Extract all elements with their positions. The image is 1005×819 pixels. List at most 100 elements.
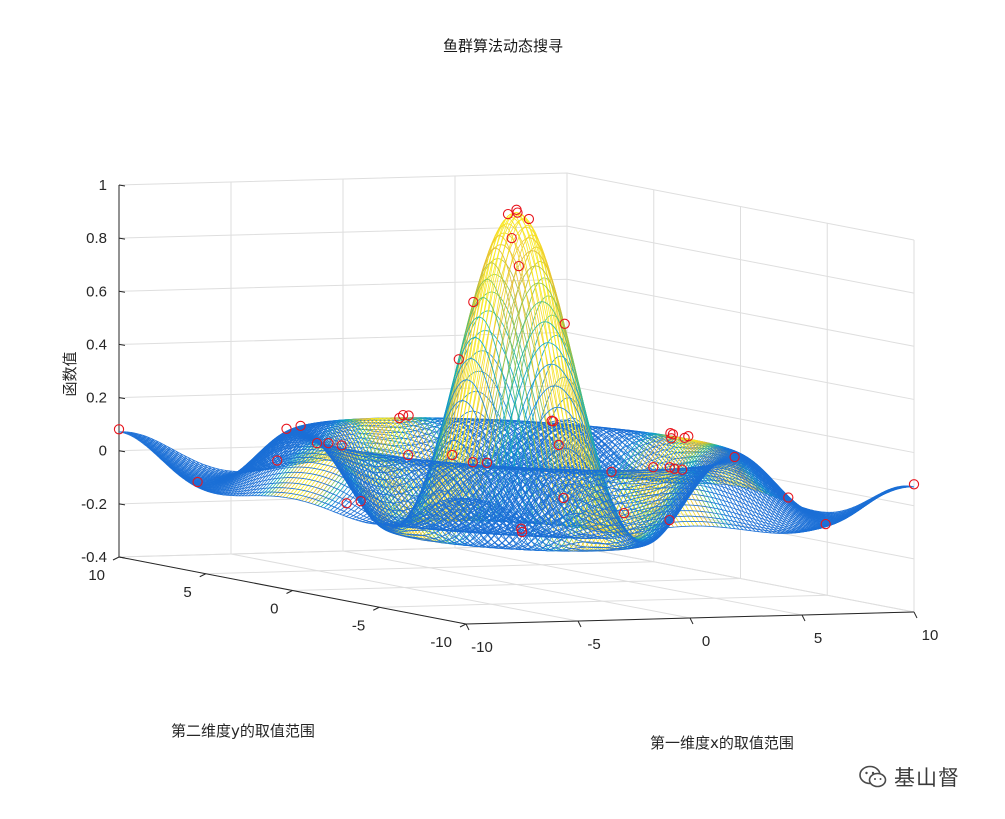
x-tick-mark xyxy=(913,611,918,619)
fish-marker xyxy=(397,409,409,421)
y-tick-label: 10 xyxy=(88,567,105,584)
z-axis-label: 函数值 xyxy=(61,351,79,396)
mesh-line-x xyxy=(302,337,650,552)
fish-marker xyxy=(403,410,414,421)
mesh-line-y xyxy=(434,474,883,535)
fish-marker xyxy=(311,437,323,449)
wall-grid-line xyxy=(118,331,915,400)
z-tick-label: 0 xyxy=(99,443,107,460)
z-tick-label: 0.8 xyxy=(86,230,107,247)
fish-marker xyxy=(679,432,690,444)
wechat-icon xyxy=(859,765,887,788)
mesh-line-y xyxy=(459,485,908,539)
mesh-line-y xyxy=(431,471,880,535)
z-tick-label: 1 xyxy=(99,177,107,194)
mesh-line-y xyxy=(330,385,779,546)
fish-marker xyxy=(729,451,740,463)
fish-marker xyxy=(355,496,366,507)
fish-marker xyxy=(664,514,675,526)
x-tick-label: 5 xyxy=(814,630,822,647)
mesh-line-y xyxy=(408,463,858,531)
fish-marker xyxy=(281,423,292,434)
x-axis-label: 第一维度x的取值范围 xyxy=(650,734,794,752)
watermark-text: 基山督 xyxy=(894,766,960,790)
z-tick-label: 0.2 xyxy=(86,390,107,407)
fish-marker xyxy=(820,518,831,530)
fish-marker xyxy=(113,424,125,435)
mesh-line-y xyxy=(383,457,833,540)
x-tick-label: -10 xyxy=(471,639,493,656)
y-tick-label: 5 xyxy=(183,584,191,601)
z-tick-mark xyxy=(118,397,126,400)
mesh-line-y xyxy=(390,459,839,528)
mesh-line-y xyxy=(396,460,845,529)
fish-marker xyxy=(506,232,517,244)
mesh-line-x xyxy=(269,422,617,549)
x-tick-mark xyxy=(577,620,582,628)
mesh-line-x xyxy=(163,444,512,534)
mesh-line-x xyxy=(126,431,475,527)
x-tick-mark xyxy=(465,623,470,631)
mesh-line-y xyxy=(295,214,744,540)
mesh-line-y xyxy=(399,461,849,530)
mesh-line-y xyxy=(462,485,911,539)
x-tick-label: 10 xyxy=(922,627,939,644)
floor-grid-line xyxy=(292,578,741,591)
fish-marker xyxy=(783,492,794,503)
mesh-line-y xyxy=(342,449,792,549)
watermark: 基山督 xyxy=(858,762,960,792)
y-tick-label: -5 xyxy=(352,617,365,634)
fish-marker xyxy=(664,462,675,473)
fish-marker xyxy=(523,213,535,225)
wall-grid-line xyxy=(118,172,915,241)
y-axis-label: 第二维度y的取值范围 xyxy=(171,722,315,740)
fish-marker xyxy=(513,260,524,272)
x-tick-mark xyxy=(801,614,806,622)
z-tick-label: 0.4 xyxy=(86,336,107,353)
mesh-line-x xyxy=(139,433,487,530)
z-tick-mark xyxy=(118,290,126,293)
mesh-line-y xyxy=(405,463,855,531)
fish-marker xyxy=(467,457,478,468)
fish-marker xyxy=(447,449,458,461)
z-tick-mark xyxy=(118,343,126,346)
fish-marker xyxy=(548,416,559,427)
z-tick-label: -0.2 xyxy=(81,496,107,513)
fish-marker xyxy=(665,428,676,439)
y-tick-label: 0 xyxy=(270,601,278,618)
fish-marker xyxy=(323,437,334,449)
mesh-line-y xyxy=(317,301,766,544)
floor-grid-line xyxy=(379,594,828,608)
mesh-line-y xyxy=(311,265,760,543)
mesh-line-x xyxy=(159,442,507,533)
fish-marker xyxy=(336,440,347,451)
mesh-line-x xyxy=(167,443,516,534)
mesh-line-x xyxy=(318,262,666,552)
fish-marker xyxy=(502,208,514,220)
y-tick-mark xyxy=(373,606,380,611)
mesh-line-y xyxy=(323,342,773,545)
mesh-line-y xyxy=(465,486,915,540)
y-tick-mark xyxy=(286,590,293,594)
fish-marker xyxy=(192,476,203,488)
fish-marker xyxy=(606,466,617,477)
mesh-line-y xyxy=(371,455,820,552)
mesh-line-y xyxy=(415,465,864,532)
mesh-line-y xyxy=(292,212,741,540)
mesh-line-y xyxy=(301,226,751,541)
wall-grid-line xyxy=(118,225,915,294)
mesh-line-y xyxy=(374,455,823,551)
z-tick-mark xyxy=(118,556,126,559)
fish-marker xyxy=(648,462,659,473)
z-tick-mark xyxy=(118,503,126,506)
fish-marker xyxy=(468,296,479,308)
fish-marker xyxy=(511,204,522,215)
chart-title: 鱼群算法动态搜寻 xyxy=(443,37,563,55)
fish-marker xyxy=(553,439,564,451)
mesh-line-x xyxy=(131,432,479,528)
mesh-line-y xyxy=(393,460,842,528)
mesh-line-y xyxy=(386,458,836,533)
axes-grid xyxy=(112,172,918,631)
